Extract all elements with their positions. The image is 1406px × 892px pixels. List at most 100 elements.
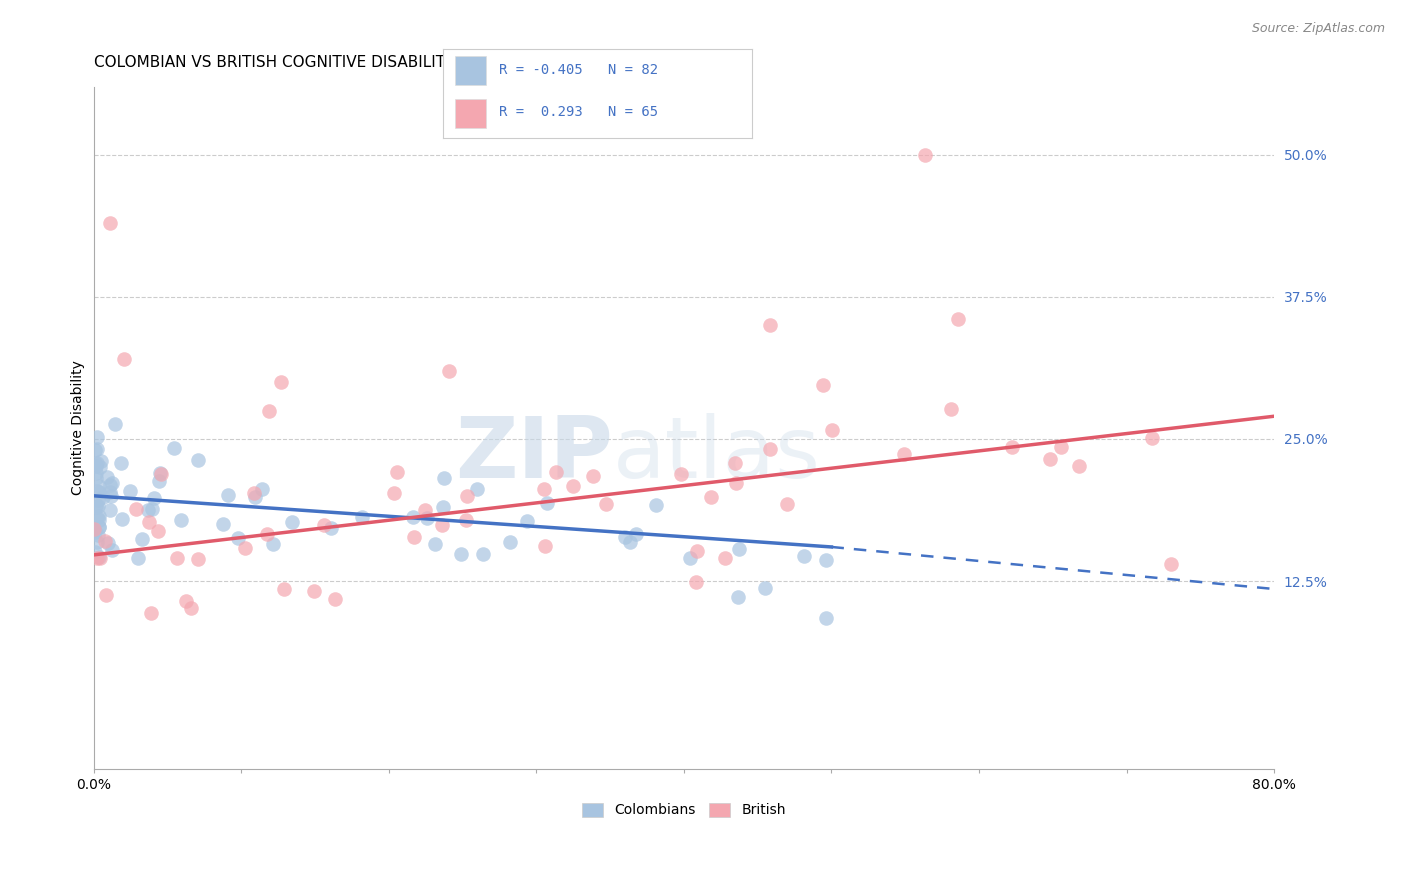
Legend: Colombians, British: Colombians, British bbox=[576, 797, 792, 823]
Point bbox=[100, 216, 122, 230]
Point bbox=[87, 549, 110, 564]
Point bbox=[84, 498, 107, 512]
Point bbox=[96, 470, 118, 484]
Point bbox=[700, 490, 723, 504]
Point bbox=[645, 498, 668, 512]
Point bbox=[170, 513, 193, 527]
Point bbox=[86, 466, 108, 480]
Point bbox=[758, 442, 780, 456]
Point bbox=[84, 500, 107, 514]
Point bbox=[100, 502, 122, 516]
Point bbox=[94, 533, 117, 548]
Point bbox=[187, 453, 209, 467]
Point bbox=[281, 515, 304, 529]
Point bbox=[89, 551, 111, 566]
Point bbox=[626, 527, 648, 541]
Point bbox=[243, 490, 266, 504]
Point bbox=[243, 485, 266, 500]
Point bbox=[685, 574, 707, 589]
Point bbox=[432, 500, 454, 515]
Point bbox=[465, 482, 488, 496]
Point bbox=[187, 552, 209, 566]
Point bbox=[893, 447, 915, 461]
Point bbox=[146, 524, 169, 538]
Point bbox=[256, 527, 278, 541]
Point bbox=[793, 549, 815, 563]
Text: ZIP: ZIP bbox=[456, 413, 613, 496]
Point bbox=[150, 467, 173, 481]
Point bbox=[724, 476, 747, 491]
Point bbox=[87, 478, 110, 492]
Point bbox=[250, 482, 273, 496]
Point bbox=[270, 375, 292, 389]
Text: R = -0.405   N = 82: R = -0.405 N = 82 bbox=[499, 63, 658, 78]
Point bbox=[619, 535, 641, 549]
Point bbox=[89, 460, 111, 475]
Point bbox=[544, 465, 567, 479]
Point bbox=[471, 547, 494, 561]
Point bbox=[437, 364, 460, 378]
Point bbox=[176, 594, 198, 608]
Point bbox=[416, 511, 439, 525]
Point bbox=[142, 491, 165, 505]
Point bbox=[87, 513, 110, 527]
Point bbox=[84, 545, 107, 559]
Point bbox=[385, 466, 408, 480]
Point bbox=[211, 516, 233, 531]
Point bbox=[948, 311, 970, 326]
Point bbox=[83, 524, 105, 539]
Point bbox=[456, 513, 478, 527]
Point bbox=[90, 454, 112, 468]
Point bbox=[86, 510, 108, 524]
Point bbox=[811, 377, 834, 392]
Bar bbox=[456, 99, 486, 128]
Point bbox=[226, 531, 249, 545]
Point bbox=[111, 512, 134, 526]
Point bbox=[233, 541, 256, 556]
Text: COLOMBIAN VS BRITISH COGNITIVE DISABILITY CORRELATION CHART: COLOMBIAN VS BRITISH COGNITIVE DISABILIT… bbox=[94, 55, 624, 70]
Point bbox=[1140, 431, 1163, 445]
Point bbox=[402, 509, 425, 524]
Point bbox=[100, 485, 122, 500]
Point bbox=[534, 539, 557, 553]
Point bbox=[821, 423, 844, 437]
Point bbox=[350, 510, 373, 524]
Point bbox=[87, 520, 110, 534]
Bar bbox=[456, 56, 486, 85]
Point bbox=[456, 489, 478, 503]
Y-axis label: Cognitive Disability: Cognitive Disability bbox=[72, 360, 86, 495]
Text: atlas: atlas bbox=[613, 413, 821, 496]
Point bbox=[127, 550, 149, 565]
Point bbox=[86, 534, 108, 549]
Point bbox=[724, 456, 747, 470]
Point bbox=[728, 541, 751, 556]
Point bbox=[110, 456, 132, 470]
Point bbox=[413, 503, 436, 517]
Point bbox=[217, 488, 239, 502]
Point bbox=[84, 471, 107, 485]
Point bbox=[754, 581, 776, 595]
Point bbox=[499, 535, 522, 549]
Point bbox=[83, 522, 105, 536]
Point bbox=[149, 467, 172, 481]
Point bbox=[685, 543, 707, 558]
Point bbox=[536, 495, 558, 509]
Point bbox=[101, 543, 124, 558]
Point bbox=[125, 502, 148, 516]
Point bbox=[433, 470, 456, 484]
Point bbox=[423, 536, 446, 550]
Point bbox=[382, 485, 405, 500]
Point bbox=[1050, 440, 1073, 454]
Point bbox=[679, 551, 702, 566]
Point bbox=[84, 456, 107, 470]
Point bbox=[87, 528, 110, 542]
Point bbox=[136, 503, 159, 517]
Point bbox=[104, 417, 127, 431]
Point bbox=[430, 518, 453, 533]
Point bbox=[1039, 451, 1062, 466]
Point bbox=[148, 474, 170, 488]
Point bbox=[86, 442, 108, 456]
Point bbox=[262, 537, 284, 551]
Point bbox=[582, 469, 605, 483]
Point bbox=[86, 492, 108, 507]
